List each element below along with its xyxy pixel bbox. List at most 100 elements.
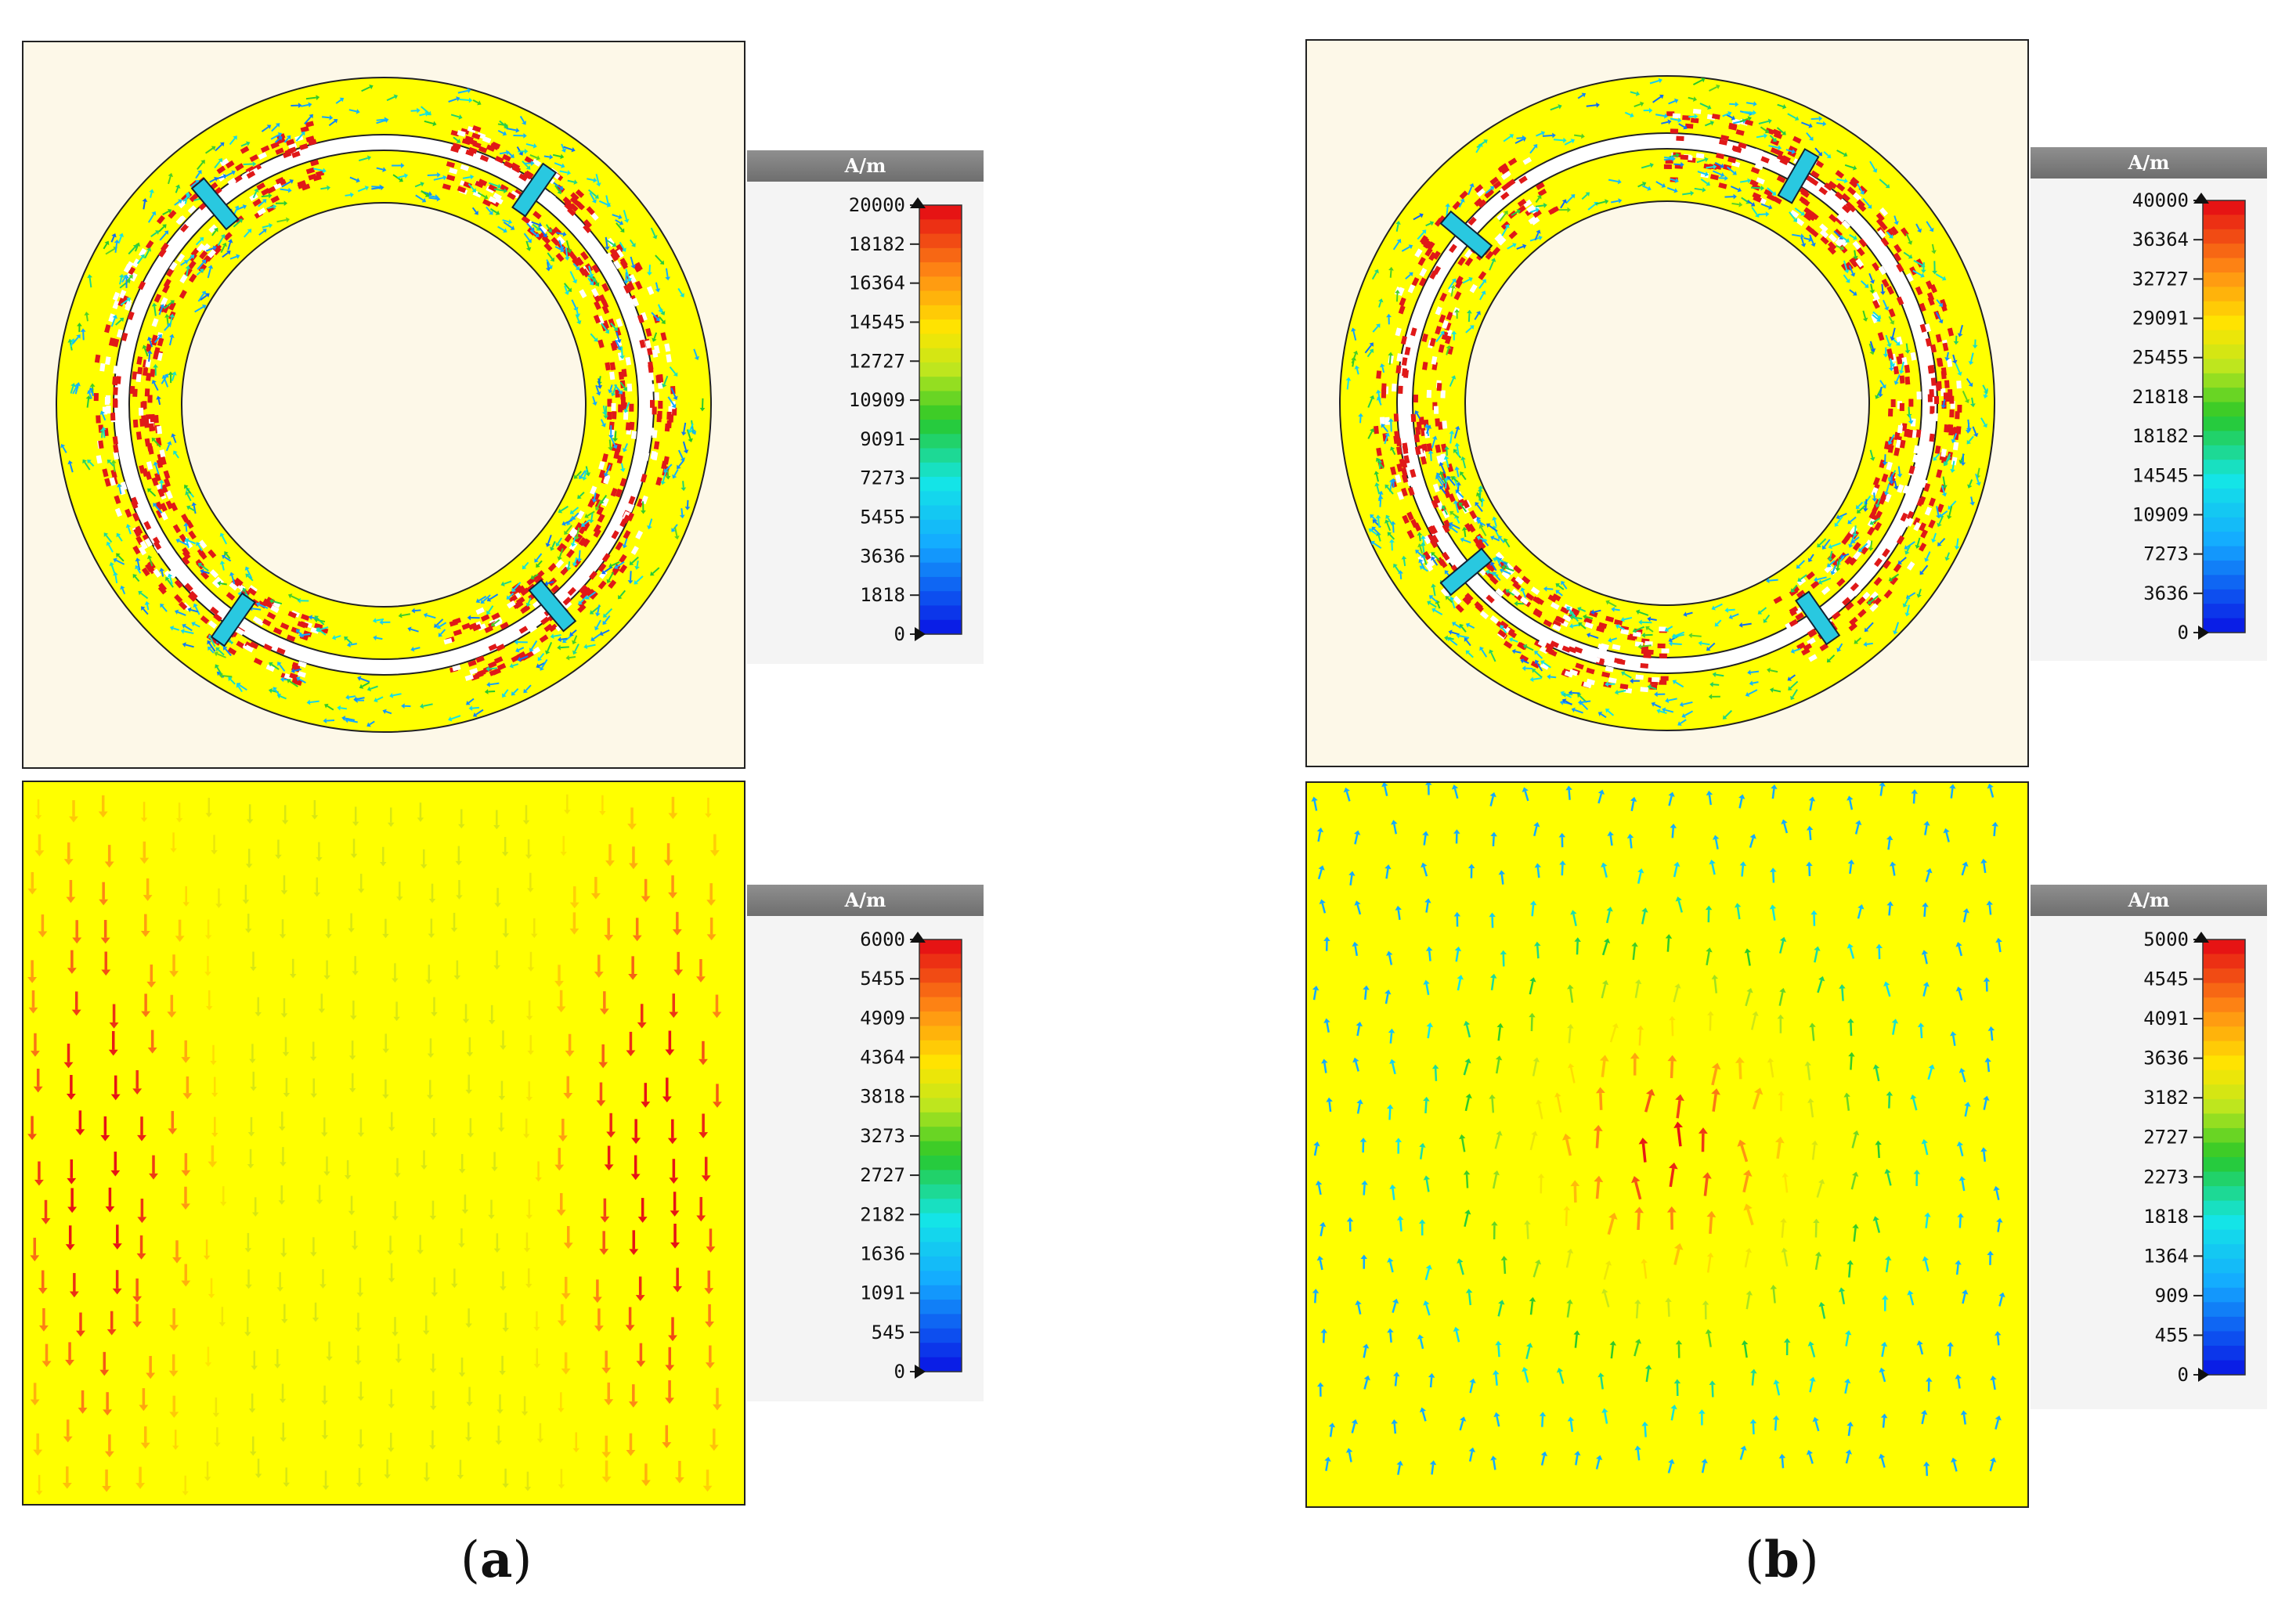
field-vector xyxy=(69,800,78,823)
vector-head xyxy=(522,564,527,570)
field-sample xyxy=(1842,597,1851,606)
vector-head xyxy=(373,635,377,641)
field-sample xyxy=(578,536,587,546)
vector-head xyxy=(88,387,94,391)
vector-head xyxy=(1458,502,1464,507)
vector-shaft xyxy=(468,183,475,191)
field-vector xyxy=(346,642,357,647)
vector-head xyxy=(1810,242,1816,247)
field-vector xyxy=(572,263,580,271)
colorbar-segment xyxy=(2203,489,2245,503)
field-vector xyxy=(608,425,614,439)
field-sample xyxy=(502,153,511,162)
field-sample xyxy=(177,572,186,582)
vector-shaft xyxy=(356,697,365,700)
field-sample xyxy=(1431,499,1439,509)
field-vector xyxy=(1492,516,1497,527)
field-sample xyxy=(1403,370,1410,378)
field-sample xyxy=(547,192,556,201)
field-vector xyxy=(1366,348,1374,358)
field-sample xyxy=(1868,510,1877,520)
field-vector xyxy=(500,580,512,587)
vector-shaft xyxy=(1906,604,1910,614)
vector-head xyxy=(1345,377,1352,381)
colorbar-segment xyxy=(2203,243,2245,259)
vector-shaft xyxy=(1901,361,1904,371)
field-sample xyxy=(112,436,118,445)
vector-head xyxy=(1431,435,1438,440)
field-sample xyxy=(623,411,629,420)
colorbar-tick-label: 12727 xyxy=(849,350,905,372)
field-sample xyxy=(601,283,610,293)
field-sample xyxy=(634,280,643,290)
vector-shaft xyxy=(1405,273,1411,280)
vector-shaft xyxy=(319,626,329,631)
vector-shaft xyxy=(190,181,197,188)
field-vector xyxy=(1542,132,1556,139)
vector-head xyxy=(591,499,597,503)
field-sample xyxy=(1827,245,1836,255)
field-sample xyxy=(1933,396,1940,405)
vector-head xyxy=(1390,446,1395,451)
vector-head xyxy=(1711,605,1716,611)
field-vector xyxy=(262,222,273,229)
field-sample xyxy=(597,339,605,348)
vector-head xyxy=(1478,485,1484,489)
field-sample xyxy=(1494,233,1504,243)
field-vector xyxy=(1595,199,1609,205)
vector-head xyxy=(652,235,658,240)
vector-head xyxy=(1836,647,1842,652)
field-sample xyxy=(1522,199,1532,208)
vector-head xyxy=(143,895,153,901)
vector-shaft xyxy=(193,623,200,628)
vector-shaft xyxy=(543,155,551,158)
vector-shaft xyxy=(650,227,656,236)
field-vector xyxy=(196,269,204,276)
field-vector xyxy=(1696,157,1709,164)
field-vector xyxy=(1851,536,1860,543)
vector-head xyxy=(1850,272,1856,277)
colorbar-segment xyxy=(919,519,962,535)
vector-head xyxy=(1581,92,1587,98)
colorbar-segment xyxy=(919,619,962,635)
field-sample xyxy=(112,300,120,310)
field-sample xyxy=(235,627,245,636)
vector-head xyxy=(1807,557,1813,563)
field-vector xyxy=(132,574,140,582)
field-vector xyxy=(373,635,383,641)
vector-head xyxy=(139,857,150,864)
vector-shaft xyxy=(1461,474,1467,481)
field-vector xyxy=(1709,84,1720,92)
colorbar-segment xyxy=(919,276,962,292)
vector-shaft xyxy=(1726,166,1735,174)
vector-shaft xyxy=(62,446,67,453)
field-vector xyxy=(1862,197,1872,209)
field-sample xyxy=(577,598,587,608)
field-sample xyxy=(471,623,482,632)
field-sample xyxy=(598,460,605,471)
vector-shaft xyxy=(1417,231,1425,240)
field-sample xyxy=(1904,376,1911,385)
field-sample xyxy=(649,384,655,392)
field-vector xyxy=(1879,283,1886,295)
field-sample xyxy=(464,135,474,142)
vector-shaft xyxy=(506,128,517,132)
field-vector xyxy=(353,696,365,702)
vector-shaft xyxy=(1534,232,1540,241)
vector-shaft xyxy=(194,606,200,615)
colorbar-segment xyxy=(919,477,962,492)
vector-head xyxy=(608,563,613,568)
field-vector xyxy=(438,629,446,637)
field-vector xyxy=(197,290,207,302)
vector-shaft xyxy=(573,635,578,642)
vector-head xyxy=(1590,609,1595,615)
vector-head xyxy=(1932,270,1938,275)
colorbar-tick-label: 7273 xyxy=(860,467,905,489)
vector-head xyxy=(1449,525,1453,531)
field-sample xyxy=(653,345,660,355)
vector-shaft xyxy=(1587,203,1596,211)
vector-head xyxy=(537,656,543,662)
vector-shaft xyxy=(625,269,630,279)
field-sample xyxy=(1456,491,1464,501)
vector-shaft xyxy=(103,430,106,438)
